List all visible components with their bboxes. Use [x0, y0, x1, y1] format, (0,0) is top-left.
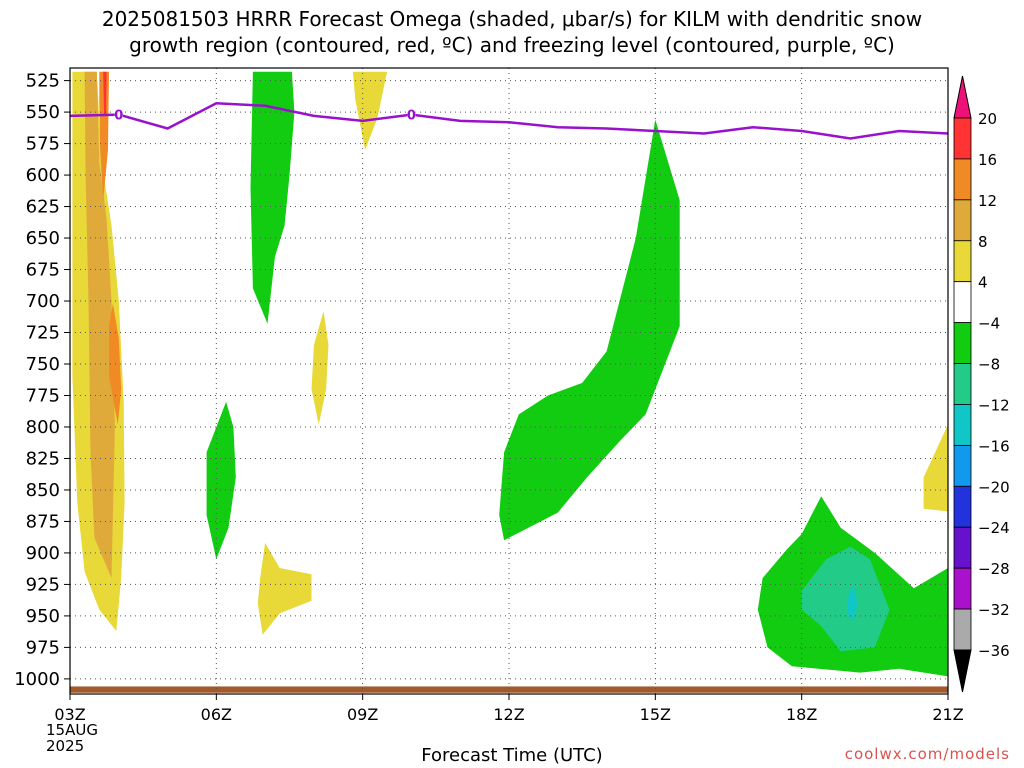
colorbar-bin-4: [953, 281, 972, 324]
colorbar-bin-9: [953, 485, 972, 528]
colorbar-bin-5: [953, 322, 972, 364]
colorbar-label: −4: [978, 315, 1000, 333]
colorbar-label: 12: [978, 192, 997, 210]
x-tick-label: 09Z: [347, 705, 378, 724]
colorbar-label: 4: [978, 274, 988, 292]
start-date-label: 15AUG 2025: [46, 722, 98, 754]
omega-region-1: [84, 71, 115, 579]
y-tick-label: 550: [26, 102, 60, 123]
colorbar: 20 16 12 8 4 −4 −8 −12 −16 −20 −24 −28 −32 −36: [953, 75, 1010, 693]
freezing-level-line: [69, 102, 949, 140]
y-tick-label: 800: [26, 417, 60, 438]
y-tick-label: 975: [26, 637, 60, 658]
omega-region-5: [352, 71, 388, 150]
colorbar-label: −20: [978, 478, 1010, 496]
y-tick-label: 925: [26, 574, 60, 595]
axes-layer: 525 550 575 600 625 650 675 700 725 750 775 800 825 8…: [14, 67, 964, 724]
colorbar-bin-1: [953, 158, 972, 201]
y-tick-label: 775: [26, 385, 60, 406]
y-tick-label: 575: [26, 134, 60, 155]
omega-region-8: [923, 424, 948, 512]
x-tick-label: 21Z: [932, 705, 963, 724]
y-tick-label: 725: [26, 323, 60, 344]
x-tick-label: 12Z: [493, 705, 524, 724]
site-credit: coolwx.com/models: [844, 745, 1010, 763]
start-date-day: 15AUG: [46, 721, 98, 739]
y-tick-label: 650: [26, 228, 60, 249]
y-tick-label: 1000: [14, 669, 60, 690]
omega-region-4: [103, 71, 107, 115]
colorbar-bin-8: [953, 444, 972, 487]
x-tick-label: 03Z: [54, 705, 85, 724]
x-tick-label: 06Z: [201, 705, 232, 724]
chart-title-line-1: 2025081503 HRRR Forecast Omega (shaded, …: [101, 7, 923, 31]
y-tick-label: 825: [26, 448, 60, 469]
y-tick-label: 600: [26, 165, 60, 186]
colorbar-bin-6: [953, 363, 972, 405]
ground-band: [70, 686, 948, 693]
colorbar-label: 16: [978, 151, 997, 169]
colorbar-label: −12: [978, 396, 1010, 414]
colorbar-label: 20: [978, 110, 997, 128]
x-tick-label: 15Z: [640, 705, 671, 724]
freezing-level-label-bg: [114, 106, 123, 122]
colorbar-bin-3: [953, 240, 972, 283]
colorbar-label: −8: [978, 356, 1000, 374]
colorbar-label: −16: [978, 437, 1010, 455]
omega-region-7: [257, 542, 312, 635]
omega-region-11: [499, 119, 680, 541]
y-tick-label: 875: [26, 511, 60, 532]
colorbar-under-arrow: [953, 649, 972, 693]
y-tick-label: 675: [26, 260, 60, 281]
colorbar-label: −32: [978, 601, 1010, 619]
colorbar-bin-11: [953, 567, 972, 610]
colorbar-bin-2: [953, 199, 972, 242]
y-tick-label: 950: [26, 606, 60, 627]
y-tick-label: 700: [26, 291, 60, 312]
start-date-year: 2025: [46, 737, 85, 755]
colorbar-label: −24: [978, 519, 1010, 537]
colorbar-over-arrow: [953, 75, 972, 119]
omega-region-10: [206, 401, 236, 560]
colorbar-label: −36: [978, 642, 1010, 660]
y-tick-label: 750: [26, 354, 60, 375]
chart-title-line-2: growth region (contoured, red, ºC) and f…: [129, 33, 895, 57]
colorbar-bin-12: [953, 608, 972, 651]
y-tick-label: 525: [26, 71, 60, 92]
omega-region-2: [99, 71, 109, 201]
chart-title: 2025081503 HRRR Forecast Omega (shaded, …: [0, 6, 1024, 58]
colorbar-label: −28: [978, 560, 1010, 578]
freezing-level-label: 0: [114, 109, 123, 124]
colorbar-label: 8: [978, 233, 988, 251]
y-tick-label: 625: [26, 197, 60, 218]
y-tick-label: 850: [26, 480, 60, 501]
omega-region-9: [250, 71, 295, 324]
omega-region-6: [311, 311, 329, 425]
omega-shading-layer: [72, 71, 948, 677]
colorbar-bin-0: [953, 117, 972, 160]
omega-region-13: [801, 546, 890, 652]
y-tick-label: 900: [26, 543, 60, 564]
freezing-level-label: 0: [407, 109, 416, 124]
ground-band-layer: [70, 686, 948, 693]
freezing-level-label-bg: [407, 106, 416, 122]
colorbar-bin-7: [953, 404, 972, 446]
omega-region-14: [848, 584, 858, 623]
colorbar-bin-10: [953, 526, 972, 569]
x-axis-title: Forecast Time (UTC): [421, 745, 603, 766]
x-tick-label: 18Z: [786, 705, 817, 724]
